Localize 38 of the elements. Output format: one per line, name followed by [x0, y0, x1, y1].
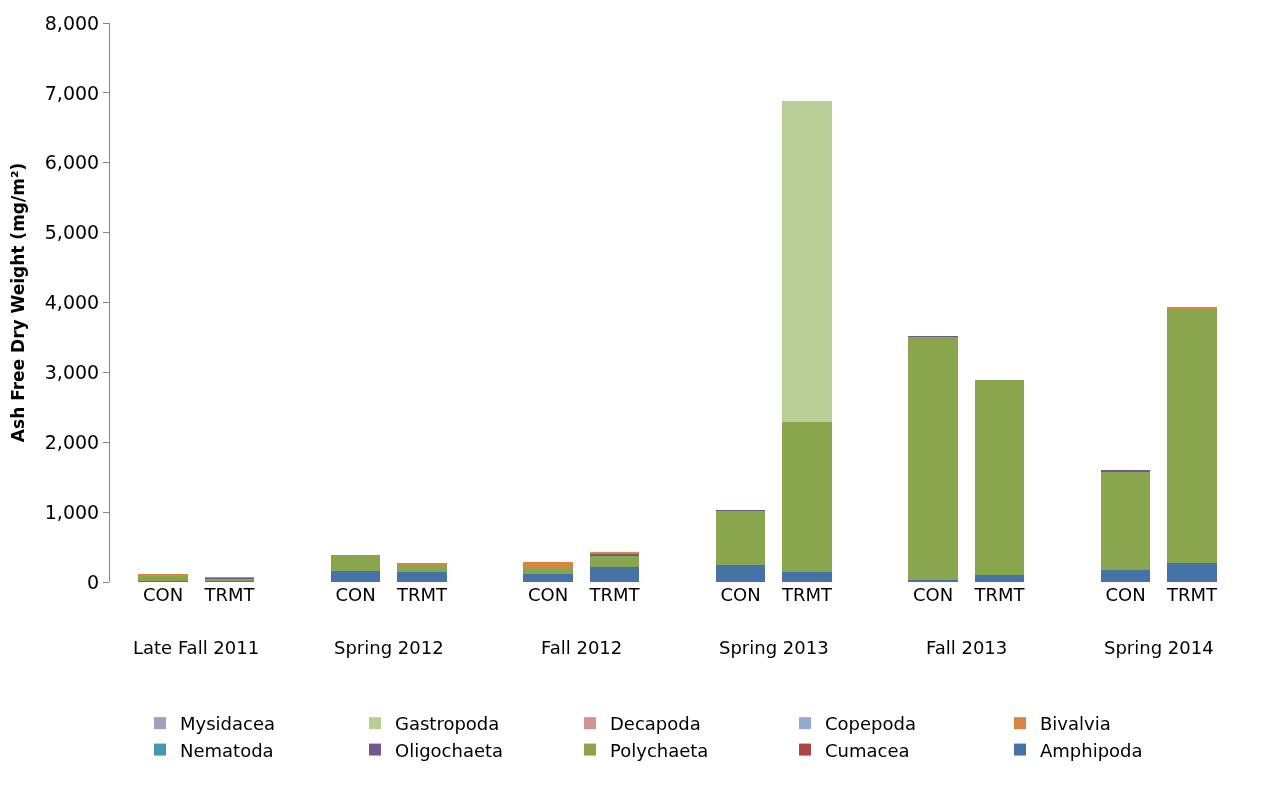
x-tick-label: CON — [527, 584, 569, 605]
x-tick-label: CON — [912, 584, 954, 605]
legend-label: Nematoda — [180, 739, 274, 761]
text: Spring 2014 — [1104, 637, 1214, 658]
x-tick-label: TRMT — [780, 584, 833, 605]
legend-label: Mysidacea — [180, 713, 276, 735]
x-tick-label: TRMT — [395, 584, 448, 605]
y-tick-label: 5,000 — [44, 221, 100, 244]
legend-label: Oligochaeta — [395, 739, 504, 761]
x-tick-label: CON — [335, 584, 376, 605]
legend-label: Amphipoda — [1040, 739, 1143, 761]
legend-label: Copepoda — [825, 713, 916, 735]
y-tick-label: 1,000 — [44, 500, 100, 523]
legend-label: Bivalvia — [1040, 713, 1111, 735]
text: Fall 2012 — [541, 637, 623, 658]
legend-label: Polychaeta — [610, 739, 709, 761]
y-tick-label: 6,000 — [44, 151, 100, 174]
x-tick-label: CON — [143, 584, 184, 605]
text: Late Fall 2011 — [133, 637, 260, 658]
x-tick-label: TRMT — [1165, 584, 1218, 605]
x-tick-label: TRMT — [588, 584, 641, 605]
y-tick-label: 7,000 — [44, 81, 100, 104]
y-tick-label: 8,000 — [44, 11, 100, 34]
x-tick-label: CON — [720, 584, 761, 605]
y-axis-title: Ash Free Dry Weight (mg/m²) — [8, 162, 29, 443]
y-tick-label: 0 — [87, 570, 100, 593]
legend-label: Decapoda — [610, 713, 701, 735]
text: Fall 2013 — [926, 637, 1008, 658]
x-tick-label: TRMT — [203, 584, 256, 605]
legend-label: Gastropoda — [395, 713, 500, 735]
y-tick-label: 4,000 — [44, 291, 100, 314]
x-tick-label: TRMT — [973, 584, 1026, 605]
y-tick-label: 2,000 — [44, 430, 100, 453]
x-tick-label: CON — [1105, 584, 1146, 605]
y-tick-label: 3,000 — [44, 361, 100, 384]
legend-label: Cumacea — [825, 739, 910, 761]
text: Spring 2012 — [334, 637, 444, 658]
text: Spring 2013 — [719, 637, 829, 658]
